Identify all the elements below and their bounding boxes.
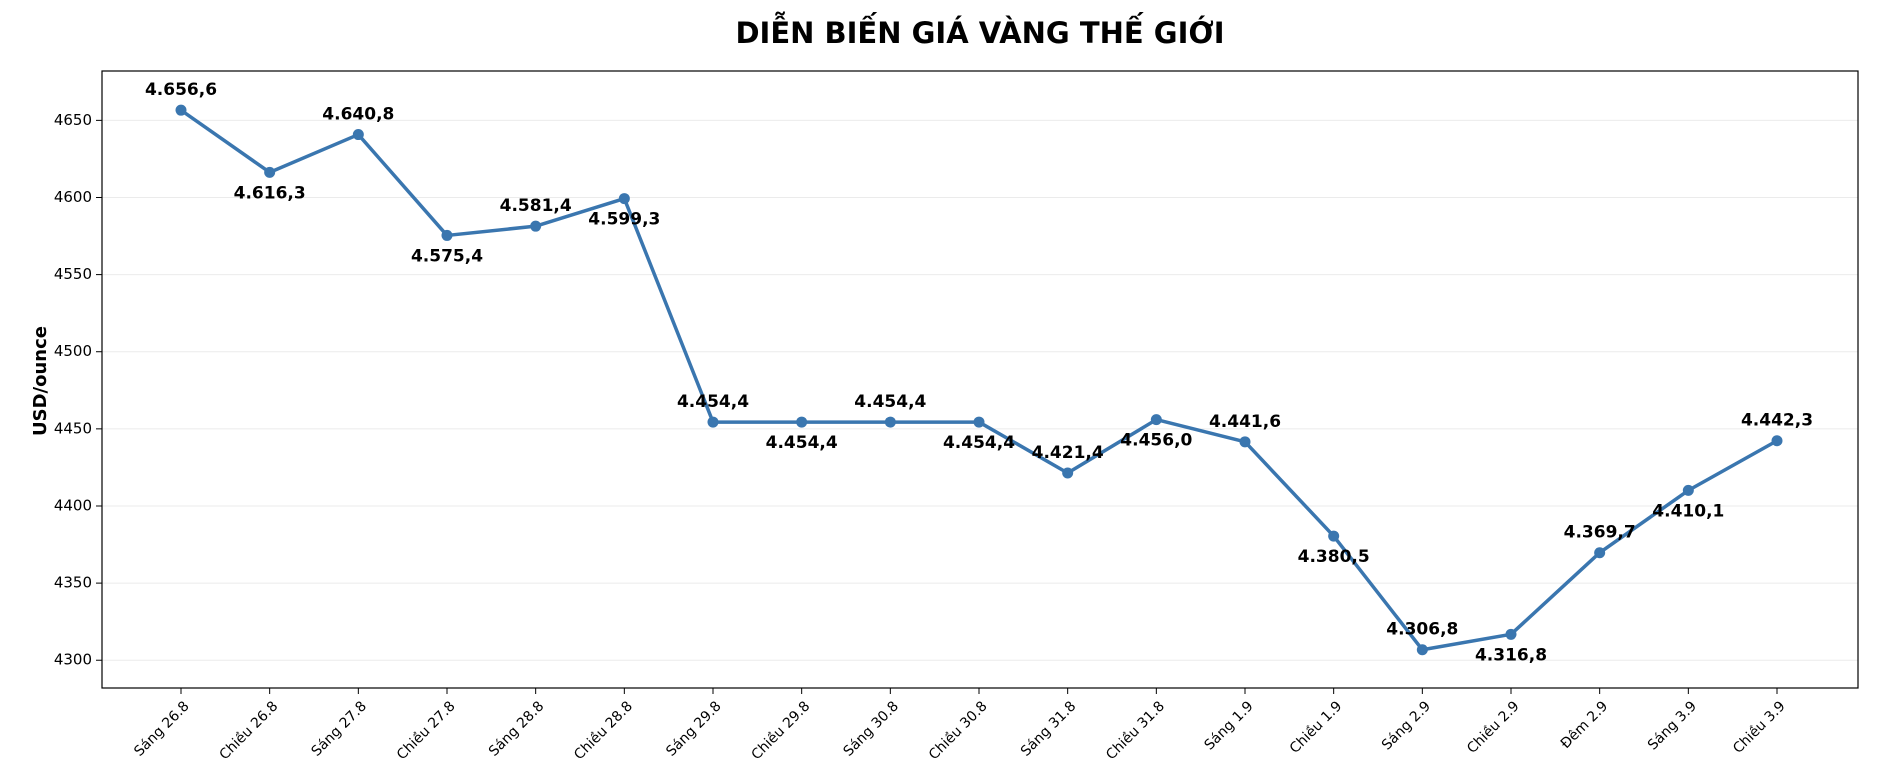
y-tick-label: 4450 [54,419,92,437]
y-tick-label: 4550 [54,265,92,283]
data-point [352,129,364,141]
x-tick-label: Chiều 27.8 [393,698,459,764]
x-tick-label: Chiều 1.9 [1286,698,1345,757]
plot-frame [101,70,1859,689]
y-tick-label: 4650 [54,111,92,129]
x-tick-label: Chiều 29.8 [748,698,814,764]
x-tick-label: Chiều 2.9 [1463,698,1522,757]
y-tick-label: 4300 [54,651,92,669]
data-line [179,108,1778,652]
y-tick-label: 4600 [54,188,92,206]
x-tick-label: Sáng 30.8 [841,698,902,759]
data-point [707,416,719,428]
data-label: 4.616,3 [234,183,306,203]
data-label: 4.369,7 [1564,523,1636,543]
data-label: 4.581,4 [500,196,572,216]
data-label: 4.380,5 [1298,547,1370,567]
y-axis-label: USD/ounce [30,326,51,436]
x-tick-label: Sáng 31.8 [1018,698,1079,759]
data-label: 4.316,8 [1475,645,1547,665]
data-point [884,416,896,428]
chart-title: DIỄN BIẾN GIÁ VÀNG THẾ GIỚI [735,12,1224,50]
x-tick-label: Chiều 3.9 [1729,698,1788,757]
data-label: 4.441,6 [1209,412,1281,432]
x-tick-label: Sáng 29.8 [663,698,724,759]
data-label: 4.454,4 [766,433,838,453]
x-tick-label: Sáng 2.9 [1379,698,1434,753]
x-tick-label: Sáng 1.9 [1202,698,1257,753]
x-tick-label: Sáng 28.8 [486,698,547,759]
data-point [796,416,808,428]
data-label: 4.454,4 [677,392,749,412]
data-point [530,220,542,232]
data-point [1771,435,1783,447]
data-point [618,193,630,205]
data-label: 4.421,4 [1032,443,1104,463]
data-point [973,416,985,428]
data-label: 4.640,8 [322,105,394,125]
x-tick-label: Chiều 31.8 [1102,698,1168,764]
data-label: 4.454,4 [943,433,1015,453]
x-tick-label: Sáng 26.8 [131,698,192,759]
data-point [1150,414,1162,426]
data-point [1416,644,1428,656]
data-label: 4.656,6 [145,80,217,100]
data-label: 4.442,3 [1741,411,1813,431]
data-point [1239,436,1251,448]
x-tick-label: Đêm 2.9 [1558,698,1612,752]
data-point [1328,530,1340,542]
data-point [1682,484,1694,496]
data-point [264,166,276,178]
y-tick-label: 4350 [54,574,92,592]
x-tick-label: Chiều 28.8 [570,698,636,764]
x-tick-label: Chiều 26.8 [216,698,282,764]
data-label: 4.599,3 [588,210,660,230]
y-tick-label: 4400 [54,496,92,514]
data-label: 4.410,1 [1652,501,1724,521]
data-point [175,104,187,116]
data-point [1594,547,1606,559]
data-point [1505,628,1517,640]
x-tick-label: Chiều 30.8 [925,698,991,764]
data-label: 4.306,8 [1386,620,1458,640]
x-tick-label: Sáng 27.8 [309,698,370,759]
data-point [441,229,453,241]
data-label: 4.456,0 [1120,431,1192,451]
data-label: 4.454,4 [854,392,926,412]
data-label: 4.575,4 [411,246,483,266]
y-tick-label: 4500 [54,342,92,360]
data-point [1062,467,1074,479]
x-tick-label: Sáng 3.9 [1645,698,1700,753]
